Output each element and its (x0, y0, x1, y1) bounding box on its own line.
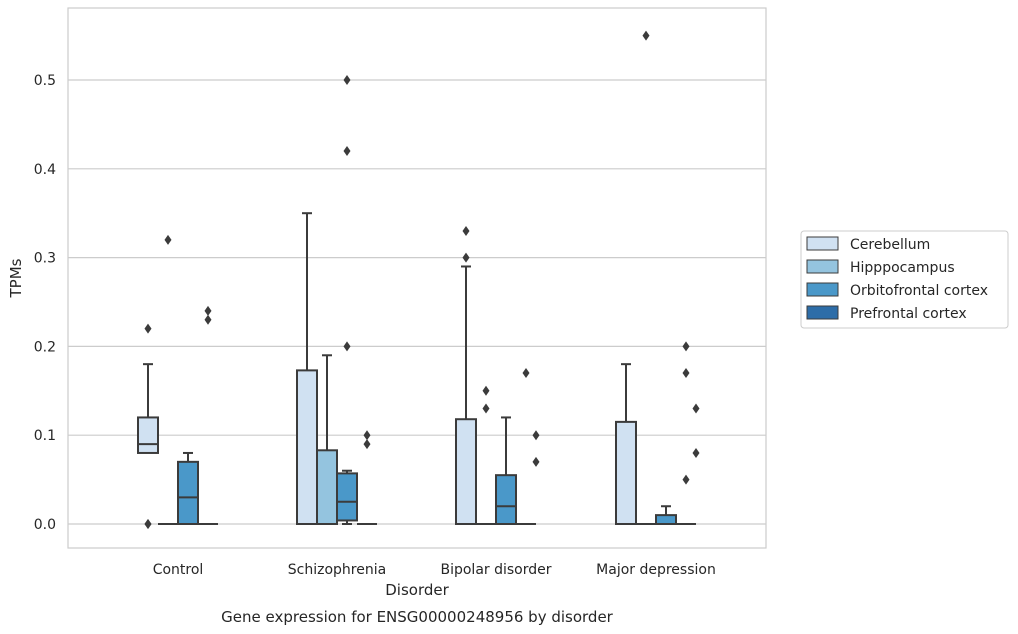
legend-label-prefrontal-cortex: Prefrontal cortex (850, 306, 967, 322)
box-bipolar-disorder-hipppocampus (476, 385, 496, 525)
outlier-marker (204, 305, 212, 316)
box-body (615, 420, 637, 526)
plot-area-frame (67, 7, 767, 549)
box-body (177, 460, 199, 525)
outlier-marker (343, 75, 351, 85)
box-schizophrenia-cerebellum (296, 212, 318, 525)
box-control-hipppocampus (158, 234, 178, 525)
box-control-cerebellum (137, 323, 159, 529)
outlier-marker (532, 456, 540, 467)
y-tick-label: 0.2 (34, 339, 56, 355)
x-tick-label: Major depression (596, 562, 716, 578)
x-axis-label: Disorder (385, 581, 449, 599)
y-axis-label: TPMs (7, 258, 25, 298)
box-body (655, 514, 677, 525)
outlier-marker (482, 385, 490, 396)
box-groups (137, 30, 700, 529)
y-tick-label: 0.1 (34, 428, 56, 444)
legend-swatch-hipppocampus (806, 259, 839, 274)
box-schizophrenia-hipppocampus (316, 354, 338, 525)
legend-label-hipppocampus: Hipppocampus (850, 260, 955, 276)
y-tick-label: 0.4 (34, 162, 56, 178)
outlier-marker (363, 439, 371, 450)
outlier-marker (144, 323, 152, 334)
box-major-depression-hipppocampus (636, 30, 656, 525)
outlier-marker (682, 368, 690, 379)
outlier-marker (462, 225, 470, 236)
legend-swatch-prefrontal-cortex (806, 305, 839, 320)
box-control-orbitofrontal-cortex (177, 451, 199, 525)
outlier-marker (692, 403, 700, 414)
box-bipolar-disorder-orbitofrontal-cortex (495, 416, 517, 526)
outlier-marker (144, 519, 152, 529)
box-body (137, 416, 159, 454)
box-schizophrenia-orbitofrontal-cortex (336, 75, 358, 525)
x-tick-label: Schizophrenia (288, 562, 386, 578)
box-body (455, 418, 477, 525)
y-tick-labels: 0.0 0.1 0.2 0.3 0.4 0.5 (34, 73, 56, 533)
legend-swatch-orbitofrontal-cortex (806, 282, 839, 297)
legend-swatch-cerebellum (806, 236, 839, 251)
chart-caption: Gene expression for ENSG00000248956 by d… (221, 608, 614, 626)
y-tick-label: 0.5 (34, 73, 56, 89)
x-tick-label: Control (153, 562, 204, 578)
legend: Cerebellum Hipppocampus Orbitofrontal cort… (800, 230, 1009, 329)
box-body (495, 474, 517, 526)
outlier-marker (642, 30, 650, 41)
legend-label-orbitofrontal-cortex: Orbitofrontal cortex (850, 283, 988, 299)
box-major-depression-prefrontal-cortex (676, 341, 696, 525)
box-body (296, 369, 318, 525)
outlier-marker (482, 403, 490, 414)
outlier-marker (692, 447, 700, 458)
box-control-prefrontal-cortex (198, 305, 218, 525)
y-tick-label: 0.3 (34, 251, 56, 267)
outlier-marker (204, 314, 212, 325)
y-gridlines (68, 79, 766, 525)
x-tick-label: Bipolar disorder (440, 562, 551, 578)
outlier-marker (462, 252, 470, 263)
outlier-marker (532, 430, 540, 441)
legend-frame (800, 230, 1009, 329)
y-tick-label: 0.0 (34, 517, 56, 533)
outlier-marker (522, 368, 530, 379)
box-bipolar-disorder-cerebellum (455, 225, 477, 525)
legend-label-cerebellum: Cerebellum (850, 237, 930, 253)
box-schizophrenia-prefrontal-cortex (357, 430, 377, 525)
box-major-depression-cerebellum (615, 363, 637, 526)
box-major-depression-orbitofrontal-cortex (655, 505, 677, 525)
outlier-marker (164, 234, 172, 245)
box-body (336, 472, 358, 522)
box-bipolar-disorder-prefrontal-cortex (516, 368, 536, 525)
outlier-marker (343, 146, 351, 157)
outlier-marker (682, 341, 690, 352)
outlier-marker (363, 430, 371, 441)
outlier-marker (682, 474, 690, 485)
outlier-marker (343, 341, 351, 352)
box-body (316, 449, 338, 525)
x-tick-labels: Control Schizophrenia Bipolar disorder Majo… (153, 562, 716, 578)
